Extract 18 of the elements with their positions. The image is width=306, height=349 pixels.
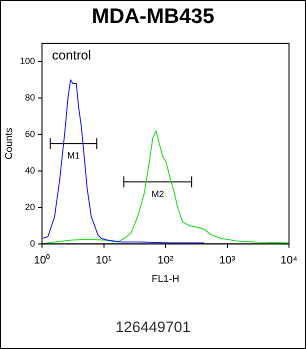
y-tick-label: 0	[30, 238, 36, 248]
y-tick-label: 20	[25, 202, 36, 212]
y-axis-title: Counts	[4, 128, 15, 160]
y-tick-label: 60	[25, 128, 36, 139]
x-tick-label: 10⁴	[280, 254, 298, 266]
chart-title: MDA-MB435	[90, 5, 216, 29]
y-tick-label: 100	[20, 56, 36, 66]
x-tick-label: 10¹	[96, 254, 112, 266]
annotation: control	[52, 47, 92, 62]
x-tick-label: 10⁰	[34, 253, 50, 266]
x-tick-label: 10³	[219, 254, 236, 266]
y-tick-label: 40	[25, 165, 36, 176]
x-axis-title: FL1-H	[152, 274, 180, 285]
series-label: M1	[67, 150, 80, 161]
x-tick-label: 10²	[158, 254, 174, 266]
y-tick-label: 80	[25, 92, 36, 103]
series-label: M2	[151, 188, 164, 199]
text: 126449701	[114, 319, 192, 336]
